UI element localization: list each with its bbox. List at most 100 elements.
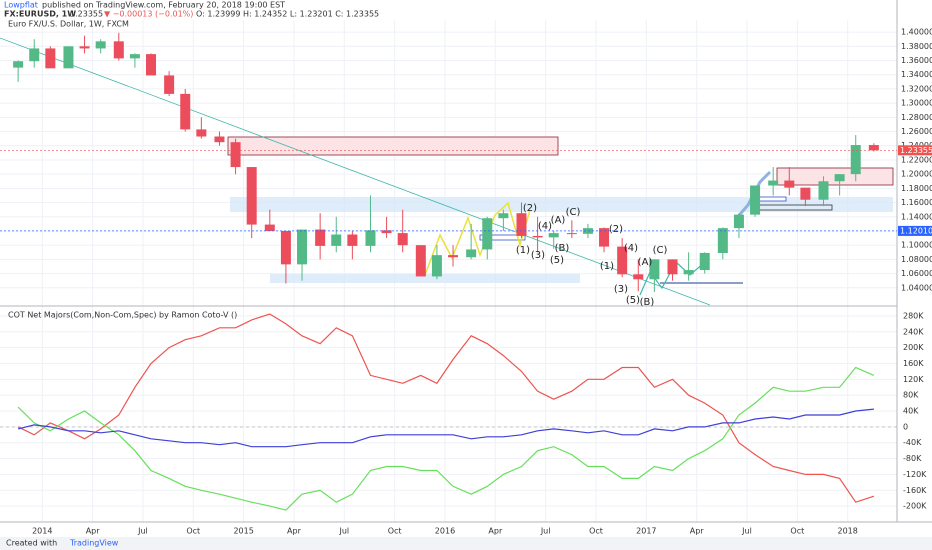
wave-label: (4) (538, 221, 552, 232)
wave-label: (3) (614, 284, 628, 295)
price-label-bg (898, 145, 932, 156)
candle-body (516, 213, 527, 236)
footer-brand[interactable]: TradingView (69, 539, 119, 548)
wave-label: (1) (516, 245, 530, 256)
x-tick-label: Apr (86, 527, 101, 536)
x-tick-label: Oct (186, 527, 200, 536)
x-tick-label: 2016 (435, 527, 455, 536)
x-tick-label: Jul (338, 527, 349, 536)
candle-body (95, 41, 106, 49)
wave-label: (C) (653, 245, 668, 256)
y-tick-label: 1.38000 (901, 42, 932, 51)
candle-body (315, 229, 326, 246)
series-line (17, 408, 874, 448)
y-tick-label: -40K (903, 438, 922, 447)
indicator-title: COT Net Majors(Com,Non-Com,Spec) by Ramo… (8, 311, 237, 320)
candle-body (667, 259, 678, 275)
y-tick-label: 1.16000 (901, 198, 932, 207)
x-tick-label: Jul (741, 527, 752, 536)
candle-body (365, 230, 376, 246)
series-line (17, 313, 875, 503)
candle-body (633, 274, 644, 280)
x-tick-label: Apr (488, 527, 503, 536)
candle-body (750, 185, 761, 215)
symbol: FX:EURUSD, 1W (4, 10, 76, 19)
y-tick-label: 1.40000 (901, 28, 932, 37)
y-tick-label: 1.04000 (901, 283, 932, 292)
x-tick-label: 2018 (837, 527, 857, 536)
wave-label: (B) (555, 243, 570, 254)
x-tick-label: Oct (388, 527, 402, 536)
y-tick-label: -200K (903, 502, 927, 511)
candle-body (466, 249, 477, 258)
y-tick-label: 1.22000 (901, 155, 932, 164)
author[interactable]: Lowpflat (4, 1, 38, 10)
candle-body (733, 214, 744, 229)
wave-label: (A) (638, 257, 653, 268)
candle-body (29, 48, 40, 62)
drawings (0, 37, 894, 306)
candle-body (415, 245, 426, 277)
price-label: 1.23355 (900, 146, 932, 155)
candle-body (599, 228, 610, 247)
series-line (17, 366, 875, 511)
wave-label: (2) (523, 203, 537, 214)
candle-body (297, 229, 308, 265)
y-tick-label: 200K (903, 343, 924, 352)
candle-body (532, 235, 543, 238)
x-tick-label: Apr (287, 527, 302, 536)
y-tick-label: 80K (903, 391, 919, 400)
candle-body (280, 230, 291, 265)
candle-body (582, 228, 593, 234)
y-tick-label: 1.10000 (901, 241, 932, 250)
y-tick-label: 1.30000 (901, 99, 932, 108)
wave-label: (5) (550, 255, 564, 266)
wave-label: (C) (566, 207, 581, 218)
candle-body (113, 41, 124, 59)
candle-body (230, 142, 241, 168)
candle-body (850, 145, 861, 175)
y-tick-label: -80K (903, 454, 922, 463)
candle-body (45, 48, 56, 69)
zone (270, 274, 580, 283)
candle-body (868, 145, 879, 151)
candle-body (180, 93, 191, 130)
y-tick-label: 1.32000 (901, 84, 932, 93)
x-tick-label: Jul (137, 527, 148, 536)
ohlc: O: 1.23999 H: 1.24352 L: 1.23201 C: 1.23… (196, 10, 379, 19)
candle-body (617, 246, 628, 275)
candle-body (214, 136, 225, 143)
x-tick-label: Oct (790, 527, 804, 536)
y-tick-label: 1.36000 (901, 56, 932, 65)
y-tick-label: 240K (903, 327, 924, 336)
wave-label: (A) (551, 215, 566, 226)
candle-body (164, 75, 175, 94)
candle-body (548, 233, 559, 238)
wave-label: (2) (609, 224, 623, 235)
y-tick-label: 280K (903, 311, 924, 320)
x-tick-label: Apr (690, 527, 705, 536)
candle-body (818, 181, 829, 200)
change: ▼ −0.00013 (−0.01%) (104, 10, 193, 19)
candle-body (331, 234, 342, 246)
x-tick-label: Jul (540, 527, 551, 536)
wave-label: (4) (624, 243, 638, 254)
y-tick-label: 1.08000 (901, 255, 932, 264)
y-tick-label: 160K (903, 359, 924, 368)
y-tick-label: -120K (903, 470, 927, 479)
candle-body (397, 233, 408, 246)
candle-body (482, 218, 493, 250)
candle-body (649, 259, 660, 280)
footer-created: Created with (6, 539, 57, 548)
y-tick-label: 1.20000 (901, 170, 932, 179)
y-tick-label: 1.06000 (901, 269, 932, 278)
candle-body (13, 61, 24, 68)
zone (227, 136, 559, 156)
y-tick-label: 1.28000 (901, 113, 932, 122)
zone (755, 196, 787, 202)
published: published on TradingView.com, February 2… (42, 1, 285, 10)
footer-bar (0, 537, 932, 550)
wave-label: (3) (531, 250, 545, 261)
pane-title: Euro FX/U.S. Dollar, 1W, FXCM (8, 20, 129, 29)
